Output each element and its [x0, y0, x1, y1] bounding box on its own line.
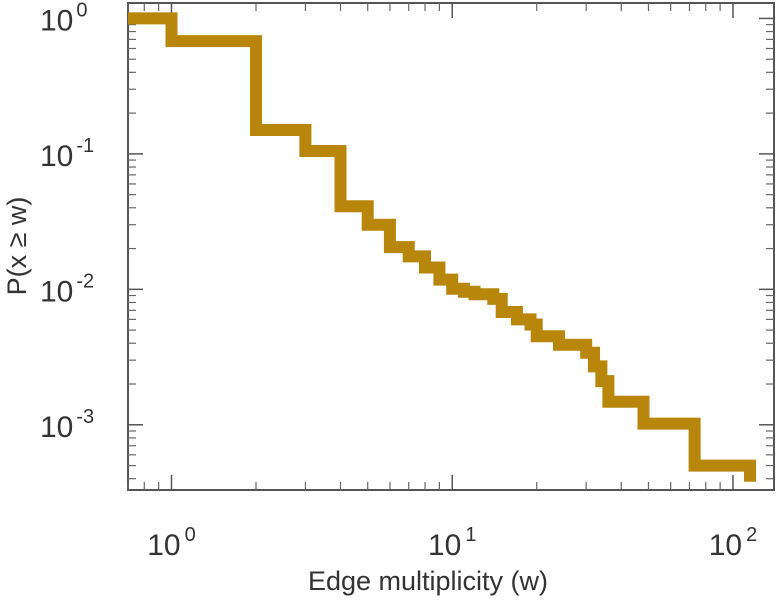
x-axis-label: Edge multiplicity (w)	[308, 566, 548, 596]
x-tick-label: 10 2	[709, 524, 758, 562]
y-tick-label: 10 -1	[40, 135, 94, 173]
series-line	[128, 12, 756, 482]
y-tick-label: 10 -3	[40, 406, 94, 444]
x-tick-label: 10 1	[428, 524, 477, 562]
x-tick-labels: 10 0 10 1 10 2	[147, 524, 757, 562]
y-tick-label: 10 0	[40, 0, 88, 37]
y-axis-label: P(x ≥ w)	[2, 197, 32, 296]
x-tick-label: 10 0	[147, 524, 196, 562]
plot-frame	[127, 2, 775, 491]
y-tick-label: 10 -2	[40, 270, 94, 308]
major-ticks	[128, 3, 774, 490]
minor-ticks	[127, 3, 774, 490]
